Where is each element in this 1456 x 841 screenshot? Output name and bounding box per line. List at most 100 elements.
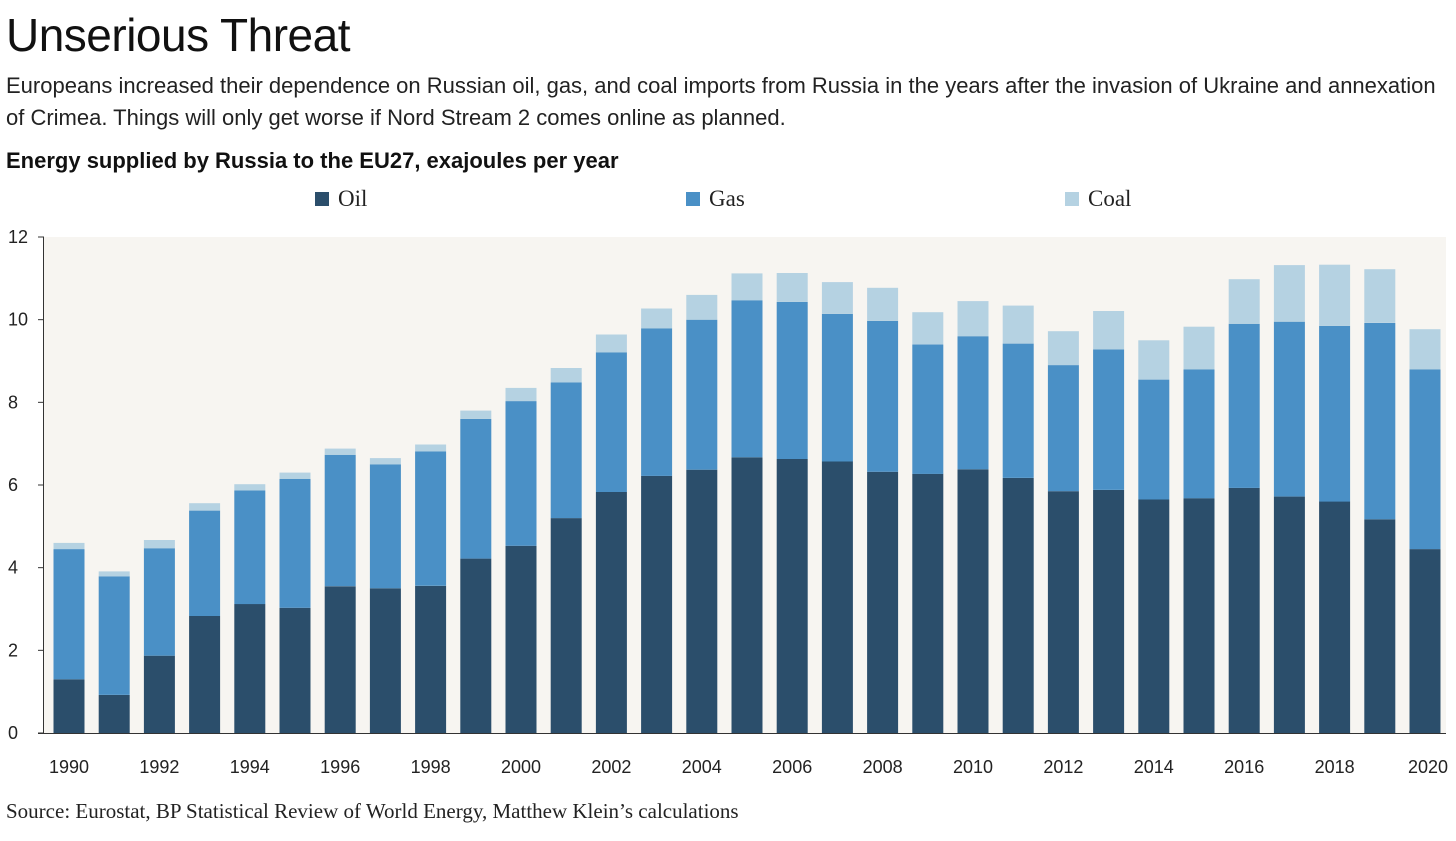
- bar-gas-2004: [686, 319, 718, 470]
- y-tick-label: 6: [8, 475, 18, 495]
- bar-coal-2006: [776, 273, 808, 302]
- bar-coal-2011: [1002, 305, 1034, 344]
- bar-oil-2001: [550, 518, 582, 733]
- bar-oil-2006: [776, 459, 808, 733]
- chart-subtitle: Europeans increased their dependence on …: [6, 73, 1436, 130]
- bar-oil-2012: [1047, 491, 1079, 733]
- bar-coal-2012: [1047, 331, 1079, 366]
- bar-gas-2018: [1319, 325, 1351, 502]
- bar-gas-2006: [776, 301, 808, 459]
- bar-coal-1999: [460, 410, 492, 419]
- bar-coal-2008: [867, 287, 899, 321]
- stacked-bar-chart: 0 2 4 6 8 10 12 1990 1992 1994 1996 1998 2000 2002 200…: [8, 227, 1448, 777]
- bar-gas-2005: [731, 300, 763, 458]
- bar-gas-1996: [324, 454, 356, 587]
- bar-gas-1992: [143, 548, 175, 656]
- bar-gas-2009: [912, 344, 944, 474]
- bar-coal-1997: [369, 458, 401, 465]
- bar-coal-2007: [821, 282, 853, 314]
- bar-coal-2013: [1093, 311, 1125, 350]
- bar-coal-2016: [1228, 279, 1260, 324]
- bar-coal-1991: [98, 571, 130, 577]
- bar-coal-2001: [550, 368, 582, 383]
- bar-oil-2014: [1138, 499, 1170, 733]
- bar-oil-1991: [98, 695, 130, 733]
- bar-oil-2004: [686, 469, 718, 733]
- x-tick-label: 2000: [501, 757, 541, 777]
- bar-coal-1992: [143, 540, 175, 549]
- legend-swatch-coal: [1065, 192, 1079, 206]
- bar-coal-1993: [189, 503, 221, 511]
- bar-coal-1995: [279, 472, 311, 479]
- legend-item-oil: Oil: [315, 186, 367, 212]
- y-tick-label: 0: [8, 723, 18, 743]
- bar-gas-2001: [550, 382, 582, 519]
- bar-gas-2002: [595, 352, 627, 492]
- bar-oil-2013: [1093, 490, 1125, 733]
- bar-gas-2007: [821, 313, 853, 462]
- bar-oil-2007: [821, 461, 853, 733]
- bar-oil-2003: [641, 475, 673, 733]
- x-tick-label: 1996: [320, 757, 360, 777]
- bar-oil-1994: [234, 604, 266, 733]
- bar-coal-2014: [1138, 340, 1170, 380]
- bar-oil-1993: [189, 616, 221, 733]
- x-tick-label: 2006: [772, 757, 812, 777]
- bar-oil-2017: [1273, 496, 1305, 733]
- bar-oil-1999: [460, 558, 492, 733]
- bar-gas-2011: [1002, 343, 1034, 478]
- legend-item-coal: Coal: [1065, 186, 1131, 212]
- legend-swatch-gas: [686, 192, 700, 206]
- bar-gas-1993: [189, 510, 221, 616]
- y-tick-label: 8: [8, 392, 18, 412]
- y-tick-label: 10: [8, 310, 28, 330]
- bar-gas-2014: [1138, 379, 1170, 500]
- legend-label-coal: Coal: [1088, 186, 1132, 211]
- bar-coal-2009: [912, 312, 944, 345]
- x-tick-label: 2016: [1224, 757, 1264, 777]
- bar-oil-1992: [143, 655, 175, 733]
- bar-coal-2015: [1183, 326, 1215, 370]
- bar-gas-2020: [1409, 369, 1441, 550]
- bar-coal-2017: [1273, 265, 1305, 322]
- bar-coal-2020: [1409, 329, 1441, 370]
- bar-gas-2015: [1183, 369, 1215, 499]
- bar-oil-2005: [731, 457, 763, 733]
- bar-coal-1996: [324, 448, 356, 455]
- bar-coal-2010: [957, 301, 989, 337]
- y-tick-label: 2: [8, 640, 18, 660]
- bar-coal-1990: [53, 542, 85, 550]
- bar-oil-2010: [957, 469, 989, 733]
- legend-item-gas: Gas: [686, 186, 745, 212]
- bar-oil-2008: [867, 471, 899, 733]
- bar-oil-2002: [595, 492, 627, 733]
- bar-coal-1998: [415, 444, 447, 452]
- bar-oil-1990: [53, 679, 85, 733]
- legend-label-gas: Gas: [709, 186, 745, 211]
- x-tick-label: 2012: [1043, 757, 1083, 777]
- bar-coal-2018: [1319, 264, 1351, 326]
- bar-gas-1995: [279, 478, 311, 608]
- bar-oil-2016: [1228, 487, 1260, 733]
- bar-gas-1999: [460, 418, 492, 559]
- source-note: Source: Eurostat, BP Statistical Review …: [6, 799, 739, 823]
- bar-oil-1997: [369, 588, 401, 733]
- bar-oil-2000: [505, 545, 537, 733]
- bar-gas-2012: [1047, 365, 1079, 492]
- y-tick-label: 4: [8, 558, 18, 578]
- bar-oil-2015: [1183, 498, 1215, 733]
- bar-oil-1995: [279, 607, 311, 733]
- legend-swatch-oil: [315, 192, 329, 206]
- bar-coal-2003: [641, 308, 673, 329]
- x-tick-label: 1992: [139, 757, 179, 777]
- bar-gas-1997: [369, 464, 401, 589]
- x-tick-label: 2018: [1315, 757, 1355, 777]
- x-tick-label: 2014: [1134, 757, 1174, 777]
- bar-gas-1994: [234, 490, 266, 605]
- chart-title: Unserious Threat: [6, 9, 351, 61]
- y-tick-label: 12: [8, 227, 28, 247]
- x-tick-label: 2002: [591, 757, 631, 777]
- x-tick-label: 1998: [411, 757, 451, 777]
- x-tick-label: 2004: [682, 757, 722, 777]
- bar-gas-1991: [98, 576, 130, 695]
